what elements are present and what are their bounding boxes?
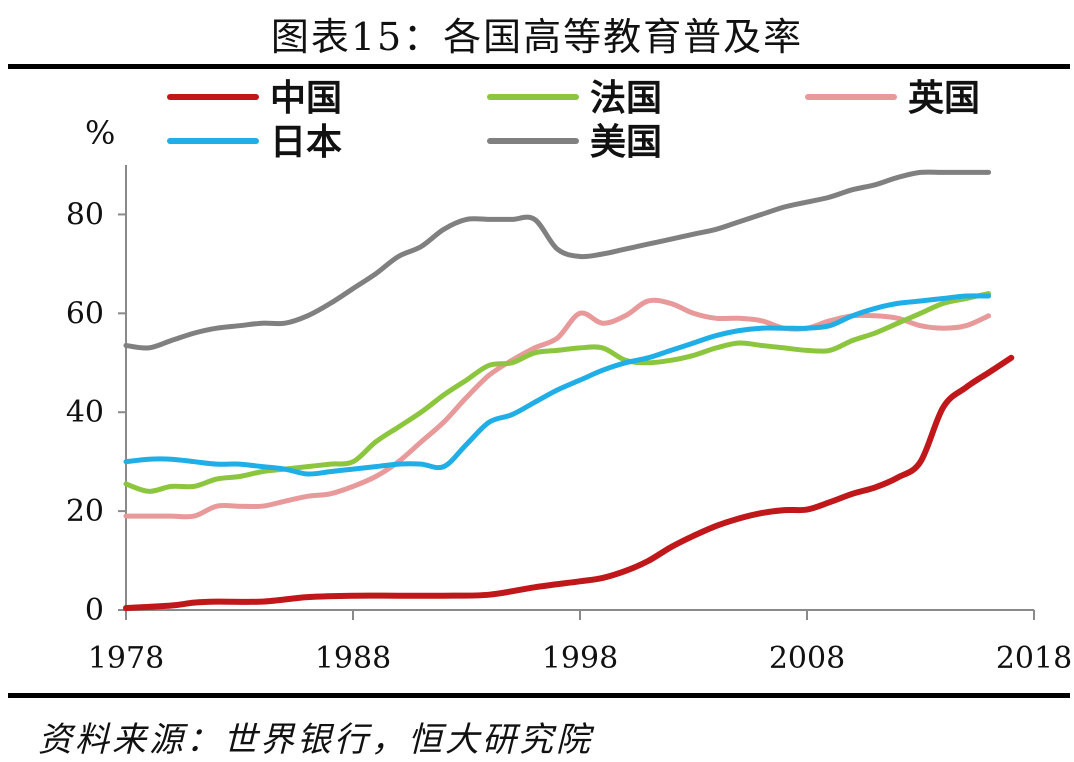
x-tick-label: 2008	[769, 641, 845, 676]
series-lines	[123, 169, 1015, 611]
x-tick-label: 1998	[542, 641, 618, 676]
series-line-4	[123, 169, 992, 351]
legend-item-4: 美国	[487, 122, 662, 163]
title-rule	[8, 64, 1070, 69]
x-tick-label: 2018	[996, 641, 1072, 676]
y-tick-label: 20	[66, 494, 104, 529]
source-rule	[8, 693, 1070, 698]
legend-item-2: 英国	[805, 78, 980, 119]
legend-item-3: 日本	[167, 122, 342, 163]
series-line-2	[123, 297, 992, 520]
y-tick-label: 40	[66, 395, 104, 430]
y-tick-label: 80	[66, 197, 104, 232]
legend-item-1: 法国	[487, 78, 662, 119]
legend-label: 英国	[908, 78, 980, 119]
chart-title: 图表15：各国高等教育普及率	[270, 15, 804, 59]
legend-label: 中国	[270, 78, 342, 119]
source-note: 资料来源：世界银行，恒大研究院	[38, 720, 593, 760]
legend-label: 法国	[590, 78, 662, 119]
series-line-0	[123, 354, 1015, 611]
series-line-1	[123, 291, 992, 494]
legend-label: 美国	[590, 122, 662, 163]
x-tick-label: 1988	[315, 641, 391, 676]
series-line-3	[123, 293, 992, 477]
x-tick-label: 1978	[88, 641, 164, 676]
y-tick-label: 60	[66, 296, 104, 331]
y-tick-label: 0	[85, 593, 104, 628]
y-axis-unit-label: %	[85, 114, 115, 152]
axes: 0 20 40 60 80 1978 1988 1998 2008 2018	[66, 165, 1072, 676]
legend-label: 日本	[270, 122, 342, 163]
legend-item-0: 中国	[167, 78, 342, 119]
